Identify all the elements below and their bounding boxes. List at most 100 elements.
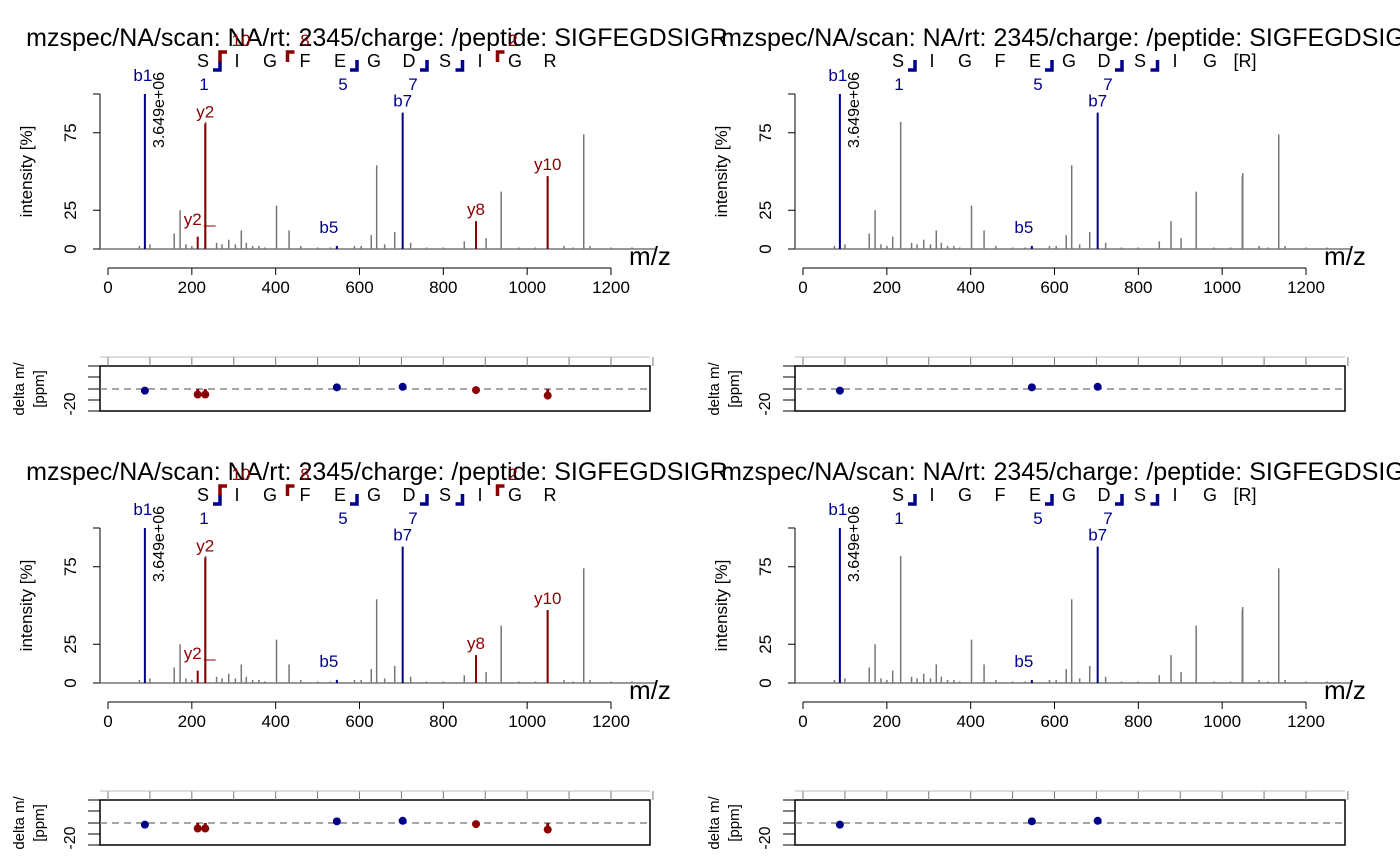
y-tick-label: 75 <box>756 557 775 576</box>
x-tick-label: 1000 <box>1203 712 1241 731</box>
delta-point-b <box>1027 817 1036 826</box>
peak-label-y2: y2 <box>196 536 214 555</box>
x-tick-label: 1000 <box>508 278 546 297</box>
peak-label-y10: y10 <box>534 155 561 174</box>
b-fragment-mark <box>455 494 465 506</box>
x-tick-label: 200 <box>873 712 901 731</box>
y-axis-label: intensity [%] <box>17 126 36 218</box>
delta-y-axis-label-2: [ppm] <box>31 370 48 408</box>
residue-4: F <box>995 485 1006 505</box>
panel-title: mzspec/NA/scan: NA/rt: 2345/charge: /pep… <box>26 24 728 52</box>
b-fragment-number: 5 <box>338 509 347 528</box>
max-intensity-label: 3.649e+06 <box>151 72 168 148</box>
delta-point-b <box>1093 816 1102 825</box>
delta-plot-frame <box>794 365 1346 412</box>
delta-y-axis-label-2: [ppm] <box>726 804 743 842</box>
delta-point-y <box>193 824 202 833</box>
y-fragment-number: 10 <box>232 465 251 484</box>
delta-point-b <box>835 820 844 829</box>
x-tick-label: 800 <box>1124 712 1152 731</box>
x-tick-label: 400 <box>261 278 289 297</box>
y-fragment-number: 8 <box>300 31 309 50</box>
residue-6: G <box>367 485 381 505</box>
delta-plot-frame <box>99 365 651 412</box>
x-tick-label: 800 <box>429 278 457 297</box>
residue-9: I <box>1172 51 1177 71</box>
delta-point-y <box>472 820 481 829</box>
peak-label-b7: b7 <box>393 526 412 545</box>
delta-y-axis-label-2: [ppm] <box>31 804 48 842</box>
residue-10: G <box>1203 485 1217 505</box>
residue-4: F <box>995 51 1006 71</box>
delta-point-y <box>201 390 210 399</box>
y-fragment-number: 2 <box>508 465 517 484</box>
peak-label-b1: b1 <box>828 66 847 85</box>
delta-point-b <box>1027 383 1036 392</box>
residue-7: D <box>403 485 416 505</box>
delta-point-b <box>140 820 149 829</box>
y-fragment-mark <box>495 50 505 62</box>
peak-label-b1: b1 <box>133 500 152 519</box>
residue-3: G <box>958 51 972 71</box>
x-tick-label: 1000 <box>508 712 546 731</box>
peak-label-b5: b5 <box>1014 218 1033 237</box>
residue-1: S <box>892 51 904 71</box>
x-tick-label: 600 <box>1040 712 1068 731</box>
delta-y-axis-label-1: delta m/ <box>706 795 723 849</box>
b-fragment-mark <box>213 60 222 72</box>
x-axis-label: m/z <box>629 241 671 271</box>
spectrum-panel-1: mzspec/NA/scan: NA/rt: 2345/charge: /pep… <box>11 24 728 416</box>
delta-y-tick-label: -20 <box>62 826 79 849</box>
b-fragment-number: 5 <box>1033 509 1042 528</box>
y-tick-label: 25 <box>756 201 775 220</box>
x-tick-label: 1200 <box>592 278 630 297</box>
residue-11: R <box>544 51 557 71</box>
panel-title: mzspec/NA/scan: NA/rt: 2345/charge: /pep… <box>26 458 728 486</box>
x-tick-label: 400 <box>956 278 984 297</box>
x-tick-label: 200 <box>873 278 901 297</box>
residue-1: S <box>197 51 209 71</box>
residue-11: [R] <box>1233 51 1256 71</box>
peak-label-y2: y2 <box>196 102 214 121</box>
residue-9: I <box>477 485 482 505</box>
delta-y-tick-label: -20 <box>757 392 774 415</box>
b-fragment-mark <box>908 60 917 72</box>
residue-9: I <box>477 51 482 71</box>
residue-5: E <box>1029 51 1041 71</box>
x-tick-label: 1200 <box>1287 278 1325 297</box>
x-axis-label: m/z <box>629 675 671 705</box>
x-tick-label: 0 <box>103 712 112 731</box>
delta-point-y <box>201 824 210 833</box>
residue-8: S <box>1134 485 1146 505</box>
b-fragment-number: 5 <box>1033 75 1042 94</box>
y-tick-label: 75 <box>61 557 80 576</box>
delta-plot-frame <box>99 799 651 846</box>
b-fragment-number: 7 <box>408 509 417 528</box>
delta-point-y <box>472 386 481 395</box>
residue-3: G <box>958 485 972 505</box>
residue-8: S <box>439 51 451 71</box>
delta-point-b <box>1093 382 1102 391</box>
y-fragment-mark <box>218 484 227 496</box>
residue-2: I <box>929 51 934 71</box>
peak-label-b1: b1 <box>828 500 847 519</box>
b-fragment-mark <box>213 494 222 506</box>
b-fragment-mark <box>420 494 429 506</box>
b-fragment-number: 7 <box>1103 75 1112 94</box>
peak-label-b7: b7 <box>393 92 412 111</box>
residue-10: G <box>1203 51 1217 71</box>
peak-label-y8: y8 <box>467 634 485 653</box>
x-tick-label: 0 <box>103 278 112 297</box>
y-fragment-number: 2 <box>508 31 517 50</box>
delta-point-b <box>835 386 844 395</box>
x-tick-label: 0 <box>798 712 807 731</box>
b-fragment-mark <box>908 494 917 506</box>
b-fragment-mark <box>350 494 359 506</box>
delta-point-y <box>543 825 552 834</box>
peak-label-y10: y10 <box>534 589 561 608</box>
residue-3: G <box>263 485 277 505</box>
residue-2: I <box>234 485 239 505</box>
delta-point-y <box>193 390 202 399</box>
spectrum-panel-2: mzspec/NA/scan: NA/rt: 2345/charge: /pep… <box>706 24 1400 416</box>
b-fragment-mark <box>420 60 429 72</box>
